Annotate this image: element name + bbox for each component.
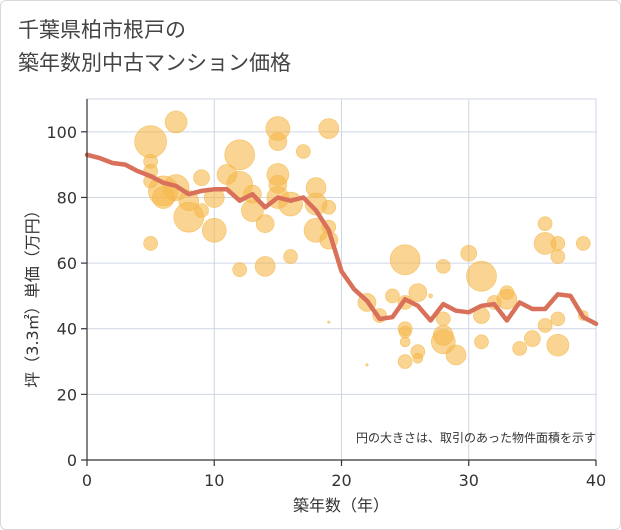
bubble-series xyxy=(134,110,591,369)
bubble-point xyxy=(254,256,276,277)
bubble-point xyxy=(398,325,412,339)
bubble-point xyxy=(296,144,311,159)
bubble-point xyxy=(321,200,337,215)
bubble-point xyxy=(232,262,247,277)
average-price-line xyxy=(84,152,599,327)
bubble-point xyxy=(460,244,478,262)
bubble-point xyxy=(143,236,158,251)
bubble-point xyxy=(537,216,553,232)
x-tick-label: 0 xyxy=(82,471,92,490)
bubble-point xyxy=(385,288,400,304)
trend-line xyxy=(84,152,599,327)
chart-title: 千葉県柏市根戸の 築年数別中古マンション価格 xyxy=(18,14,291,80)
bubble-point xyxy=(537,318,553,333)
x-axis-label: 築年数（年） xyxy=(293,496,389,515)
y-axis-label: 坪（3.3㎡）単価（万円） xyxy=(23,202,42,387)
y-tick-label: 60 xyxy=(57,254,77,273)
bubble-point xyxy=(428,293,433,299)
y-tick-label: 80 xyxy=(57,188,77,207)
bubble-point xyxy=(397,354,413,369)
bubble-point xyxy=(268,132,288,151)
bubble-point xyxy=(445,344,467,366)
bubble-point xyxy=(435,259,451,274)
axes: 0 20 40 60 80 100 0 10 20 30 40 xyxy=(46,99,606,490)
bubble-point xyxy=(278,191,303,217)
bubble-size-note: 円の大きさは、取引のあった物件面積を示す xyxy=(356,430,596,445)
bubble-point xyxy=(283,249,298,264)
bubble-point xyxy=(550,236,566,251)
bubble-point xyxy=(512,341,527,356)
bubble-point xyxy=(365,363,369,367)
grid xyxy=(86,98,597,461)
bubble-point xyxy=(575,236,591,251)
bubble-point xyxy=(546,333,570,357)
y-tick-label: 100 xyxy=(46,123,77,142)
bubble-point xyxy=(412,352,424,364)
bubble-point xyxy=(399,336,411,348)
bubble-point xyxy=(241,199,264,222)
bubble-point xyxy=(550,311,566,327)
bubble-point xyxy=(134,125,167,158)
bubble-point xyxy=(193,169,210,187)
x-tick-label: 30 xyxy=(459,471,479,490)
bubble-point xyxy=(550,249,566,264)
y-tick-label: 20 xyxy=(57,385,77,404)
x-tick-label: 20 xyxy=(331,471,351,490)
bubble-point xyxy=(327,320,331,324)
bubble-point xyxy=(201,217,227,243)
bubble-point xyxy=(194,203,209,218)
bubble-point xyxy=(318,118,340,139)
y-tick-label: 40 xyxy=(57,320,77,339)
bubble-point xyxy=(255,214,275,234)
x-tick-label: 40 xyxy=(586,471,606,490)
bubble-point xyxy=(466,260,497,292)
title-line-1: 千葉県柏市根戸の xyxy=(18,18,186,42)
bubble-point xyxy=(164,110,188,134)
bubble-point xyxy=(224,139,255,171)
bubble-point xyxy=(389,244,421,276)
bubble-point xyxy=(474,334,489,350)
y-tick-label: 0 xyxy=(67,451,77,470)
x-tick-label: 10 xyxy=(204,471,224,490)
bubble-point xyxy=(408,283,428,302)
bubble-point xyxy=(524,330,541,347)
title-line-2: 築年数別中古マンション価格 xyxy=(18,51,291,75)
